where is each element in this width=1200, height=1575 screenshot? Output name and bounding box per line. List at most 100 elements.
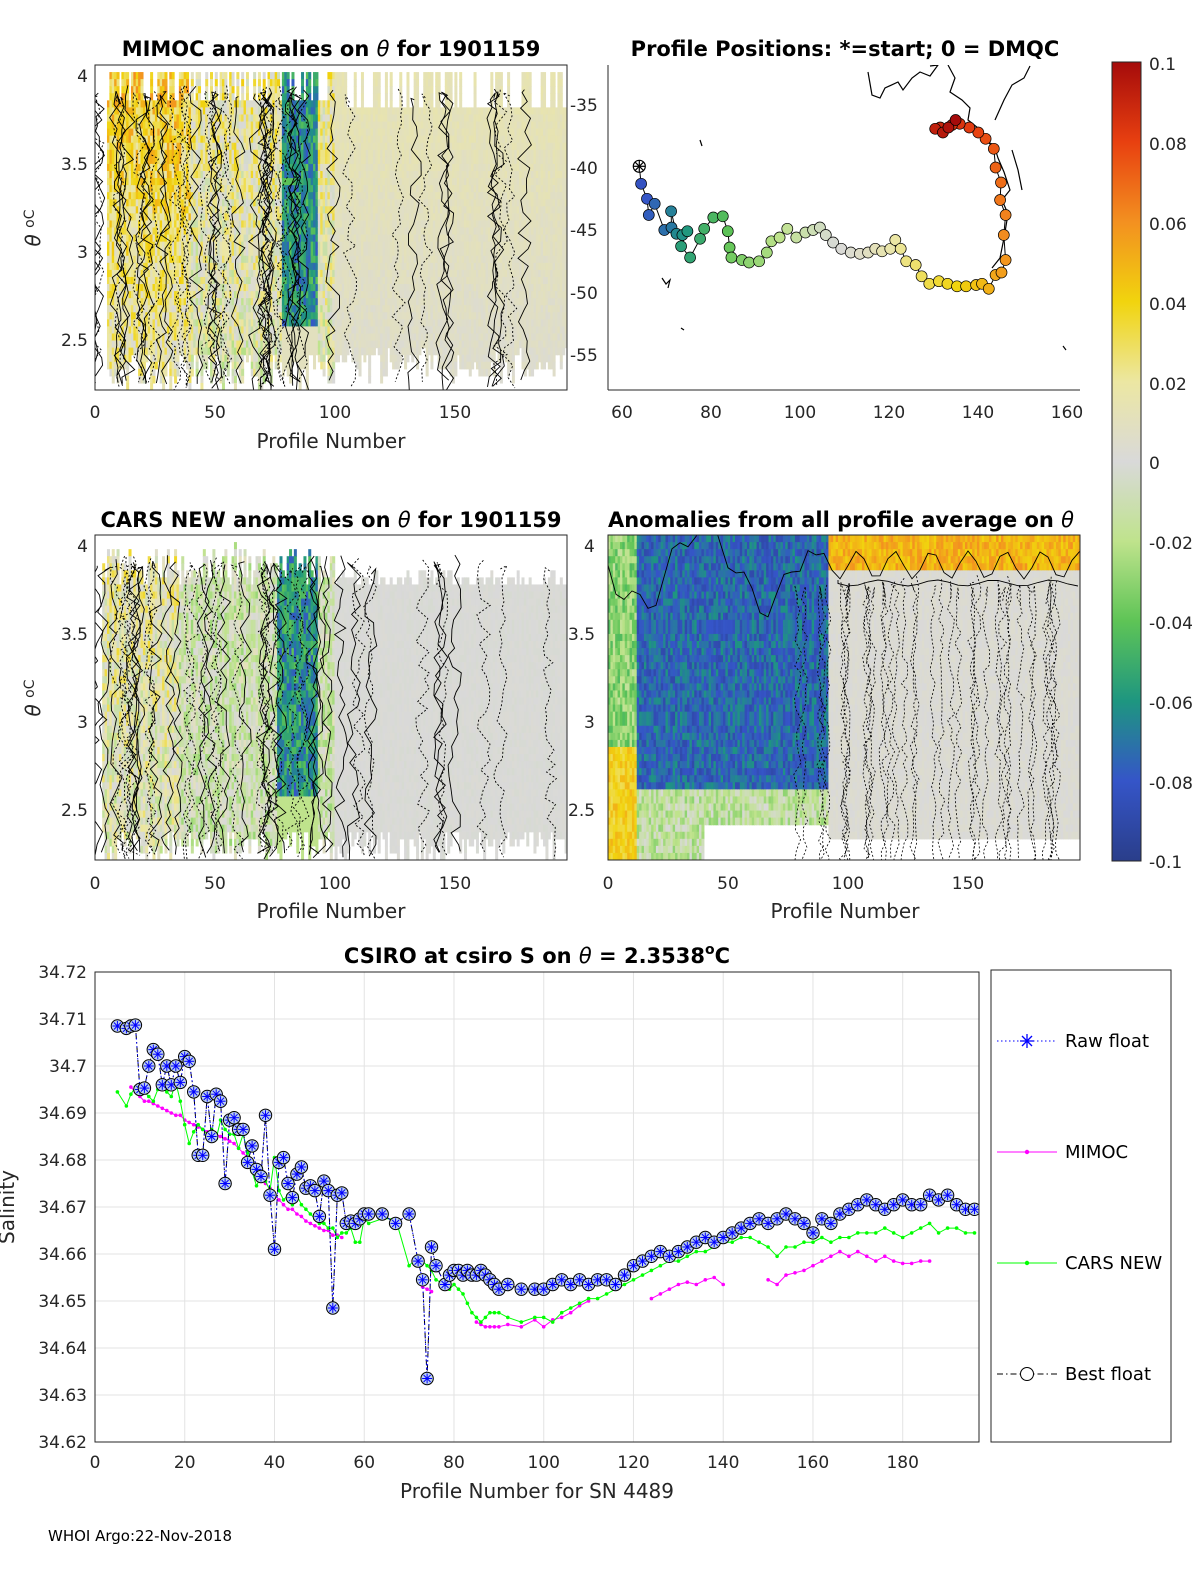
heatmap-cell	[334, 269, 338, 278]
heatmap-cell	[310, 114, 314, 123]
heatmap-cell	[210, 312, 214, 320]
heatmap-cell	[332, 227, 336, 236]
heatmap-cell	[195, 269, 199, 278]
heatmap-cell	[198, 79, 202, 87]
heatmap-cell	[279, 149, 283, 158]
heatmap-cell	[181, 312, 185, 320]
heatmap-cell	[212, 276, 216, 285]
heatmap-cell	[176, 262, 180, 271]
mimoc-panel: MIMOC anomalies on θ for 1901159 0 50 10…	[21, 37, 568, 453]
heatmap-cell	[274, 284, 278, 292]
heatmap-cell	[231, 312, 235, 320]
heatmap-cell	[219, 255, 223, 264]
heatmap-cell	[116, 135, 120, 144]
heatmap-cell	[272, 220, 276, 229]
heatmap-cell	[327, 128, 331, 137]
heatmap-cell	[138, 255, 142, 264]
heatmap-cell	[241, 319, 245, 328]
heatmap-cell	[274, 347, 278, 356]
heatmap-cell	[353, 135, 357, 144]
heatmap-cell	[217, 291, 221, 299]
heatmap-cell	[188, 199, 192, 207]
heatmap-cell	[267, 156, 271, 165]
heatmap-cell	[166, 241, 170, 250]
heatmap-cell	[317, 319, 321, 328]
heatmap-cell	[317, 220, 321, 229]
heatmap-cell	[133, 149, 137, 158]
heatmap-cell	[370, 276, 374, 285]
heatmap-cell	[305, 192, 309, 200]
heatmap-cell	[370, 255, 374, 264]
heatmap-cell	[353, 93, 357, 101]
heatmap-cell	[322, 284, 326, 292]
heatmap-cell	[353, 298, 357, 306]
heatmap-cell	[241, 114, 245, 123]
heatmap-cell	[111, 100, 115, 108]
heatmap-cell	[322, 269, 326, 278]
heatmap-cell	[305, 107, 309, 116]
heatmap-cell	[265, 312, 269, 320]
heatmap-cell	[339, 319, 343, 328]
heatmap-cell	[219, 248, 223, 257]
heatmap-cell	[121, 326, 125, 335]
heatmap-cell	[315, 319, 319, 328]
heatmap-cell	[145, 199, 149, 207]
heatmap-cell	[368, 276, 372, 285]
heatmap-cell	[183, 107, 187, 116]
heatmap-cell	[365, 206, 369, 214]
heatmap-cell	[195, 312, 199, 320]
heatmap-cell	[176, 284, 180, 292]
heatmap-cell	[291, 72, 295, 80]
heatmap-cell	[183, 178, 187, 186]
heatmap-cell	[392, 170, 396, 179]
heatmap-cell	[291, 199, 295, 207]
heatmap-cell	[241, 100, 245, 108]
heatmap-cell	[162, 326, 166, 335]
heatmap-cell	[332, 213, 336, 222]
heatmap-cell	[171, 234, 175, 243]
heatmap-cell	[368, 220, 372, 229]
heatmap-cell	[174, 107, 178, 116]
heatmap-cell	[272, 114, 276, 123]
heatmap-cell	[248, 262, 252, 271]
heatmap-cell	[396, 163, 400, 172]
heatmap-cell	[195, 100, 199, 108]
heatmap-cell	[109, 312, 113, 320]
heatmap-cell	[217, 276, 221, 285]
heatmap-cell	[392, 107, 396, 116]
heatmap-cell	[145, 178, 149, 186]
heatmap-cell	[147, 340, 151, 349]
heatmap-cell	[195, 241, 199, 250]
heatmap-cell	[368, 284, 372, 292]
heatmap-cell	[279, 128, 283, 137]
heatmap-cell	[128, 312, 132, 320]
heatmap-cell	[358, 142, 362, 151]
heatmap-cell	[159, 354, 163, 363]
heatmap-cell	[128, 220, 132, 229]
heatmap-cell	[339, 170, 343, 179]
heatmap-cell	[133, 340, 137, 349]
heatmap-cell	[327, 86, 331, 94]
heatmap-cell	[377, 213, 381, 222]
heatmap-cell	[339, 163, 343, 172]
heatmap-cell	[356, 185, 360, 193]
heatmap-cell	[303, 333, 307, 342]
heatmap-cell	[166, 227, 170, 236]
heatmap-cell	[236, 305, 240, 313]
heatmap-cell	[372, 305, 376, 313]
heatmap-cell	[320, 149, 324, 158]
heatmap-cell	[332, 333, 336, 342]
heatmap-cell	[212, 326, 216, 335]
heatmap-cell	[255, 298, 259, 306]
heatmap-cell	[322, 276, 326, 285]
heatmap-cell	[281, 333, 285, 342]
heatmap-cell	[154, 185, 158, 193]
heatmap-cell	[226, 192, 230, 200]
heatmap-cell	[221, 149, 225, 158]
heatmap-cell	[336, 213, 340, 222]
heatmap-cell	[394, 114, 398, 123]
heatmap-cell	[138, 72, 142, 80]
heatmap-cell	[344, 156, 348, 165]
heatmap-cell	[205, 262, 209, 271]
heatmap-cell	[341, 220, 345, 229]
